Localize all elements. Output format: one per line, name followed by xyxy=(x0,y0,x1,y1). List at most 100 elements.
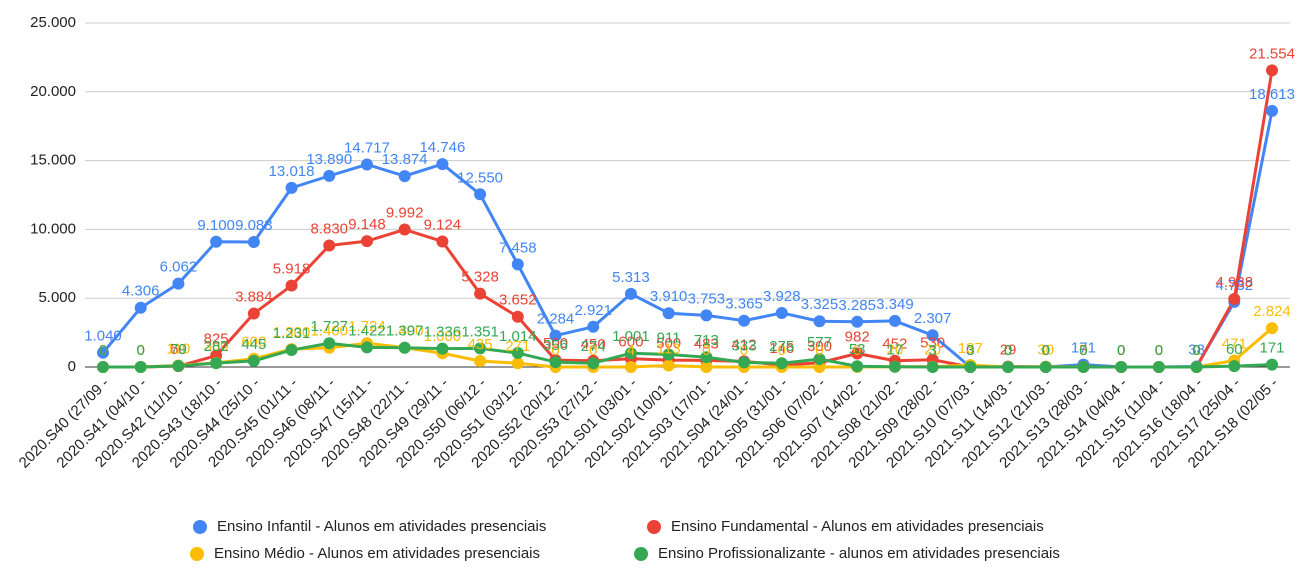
data-label: 3.285 xyxy=(838,297,876,314)
data-label: 5.328 xyxy=(461,269,499,286)
data-label: 600 xyxy=(618,334,643,351)
data-label: 452 xyxy=(882,336,907,353)
data-point xyxy=(851,360,864,373)
data-label: 13.874 xyxy=(382,151,428,168)
data-point xyxy=(436,235,449,248)
data-point xyxy=(775,306,788,319)
data-label: 1.300 xyxy=(273,324,311,341)
data-point xyxy=(1266,104,1278,117)
data-label: 3.652 xyxy=(499,292,537,309)
data-point xyxy=(662,359,675,372)
data-point xyxy=(926,329,939,342)
data-label: 0 xyxy=(966,342,974,359)
data-label: 0 xyxy=(1155,342,1163,359)
data-label: 713 xyxy=(694,332,719,349)
data-point xyxy=(813,315,826,328)
data-label: 0 xyxy=(853,342,861,359)
data-label: 0 xyxy=(1192,342,1200,359)
data-point xyxy=(172,277,185,290)
data-label: 29 xyxy=(1000,342,1017,359)
data-label: 113 xyxy=(657,340,681,357)
data-label: 0 xyxy=(1117,342,1125,359)
legend-label: Ensino Médio - Alunos em atividades pres… xyxy=(214,545,540,562)
data-point xyxy=(511,347,524,360)
data-label: 4.938 xyxy=(1216,274,1254,291)
legend-label: Ensino Infantil - Alunos em atividades p… xyxy=(217,518,546,535)
data-point xyxy=(247,354,260,367)
data-label: 471 xyxy=(1222,335,1247,352)
data-point xyxy=(926,360,939,373)
data-label: 1.724 xyxy=(348,318,386,335)
data-point xyxy=(587,320,600,333)
data-label: 911 xyxy=(657,329,681,346)
data-label: 0 xyxy=(740,342,748,359)
data-label: 1.000 xyxy=(424,328,462,345)
data-label: 60 xyxy=(170,341,187,358)
data-label: 171 xyxy=(1259,340,1284,357)
data-point xyxy=(964,360,977,373)
legend-marker xyxy=(634,547,648,561)
legend-label: Ensino Fundamental - Alunos em atividade… xyxy=(671,518,1044,535)
data-label: 4 xyxy=(627,342,635,359)
data-point xyxy=(587,357,600,370)
data-label: 1.397 xyxy=(386,323,424,340)
data-label: 1.400 xyxy=(310,323,348,340)
data-label: 1.040 xyxy=(84,328,122,345)
data-label: 5.918 xyxy=(273,261,311,278)
data-label: 18.613 xyxy=(1249,86,1295,103)
data-label: 0 xyxy=(1004,342,1012,359)
series-line xyxy=(103,70,1274,369)
data-label: 1.014 xyxy=(499,328,537,345)
data-label: 3 xyxy=(928,342,936,359)
data-label: 2.824 xyxy=(1253,303,1291,320)
data-point xyxy=(511,357,524,370)
data-label: 0 xyxy=(1192,342,1200,359)
data-point xyxy=(700,309,713,322)
data-label: 0 xyxy=(1117,342,1125,359)
data-label: 0 xyxy=(137,342,145,359)
data-label: 12.550 xyxy=(457,169,503,186)
data-point xyxy=(888,360,901,373)
legend-label: Ensino Profissionalizante - alunos em at… xyxy=(658,545,1060,562)
data-label: 0 xyxy=(1079,342,1087,359)
data-label: 13.018 xyxy=(269,163,315,180)
data-label: 530 xyxy=(920,335,945,352)
data-point xyxy=(134,361,147,373)
data-point xyxy=(398,223,411,236)
data-point xyxy=(285,344,298,357)
data-point xyxy=(398,341,411,354)
data-label: 4.732 xyxy=(1216,277,1254,294)
y-tick-label: 20.000 xyxy=(30,83,76,100)
data-label: 274 xyxy=(581,338,606,355)
y-tick-label: 25.000 xyxy=(30,14,76,31)
data-point xyxy=(624,360,637,373)
data-label: 5 xyxy=(1079,342,1087,359)
data-label: 0 xyxy=(1155,342,1163,359)
data-label: 0 xyxy=(589,342,597,359)
data-label: 60 xyxy=(1226,341,1243,358)
data-label: 1.351 xyxy=(461,323,499,340)
data-label: 600 xyxy=(241,334,266,351)
data-label: 282 xyxy=(204,338,229,355)
data-label: 146 xyxy=(769,340,794,357)
data-label: 0 xyxy=(1042,342,1050,359)
data-label: 3.349 xyxy=(876,296,914,313)
data-point xyxy=(775,357,788,370)
data-point xyxy=(285,181,298,194)
data-label: 21.554 xyxy=(1249,45,1295,62)
data-label: 500 xyxy=(656,335,681,352)
data-label: 500 xyxy=(543,335,568,352)
data-point xyxy=(813,353,826,366)
data-point xyxy=(511,310,524,323)
data-label: 14.746 xyxy=(419,139,465,156)
data-point xyxy=(662,307,675,320)
data-point xyxy=(436,158,449,171)
data-point xyxy=(700,351,713,364)
data-label: 9.992 xyxy=(386,204,424,221)
data-point xyxy=(323,239,336,252)
data-point xyxy=(360,158,373,171)
data-label: 3.928 xyxy=(763,288,801,305)
data-label: 9.148 xyxy=(348,216,386,233)
data-label: 9.083 xyxy=(235,217,273,234)
